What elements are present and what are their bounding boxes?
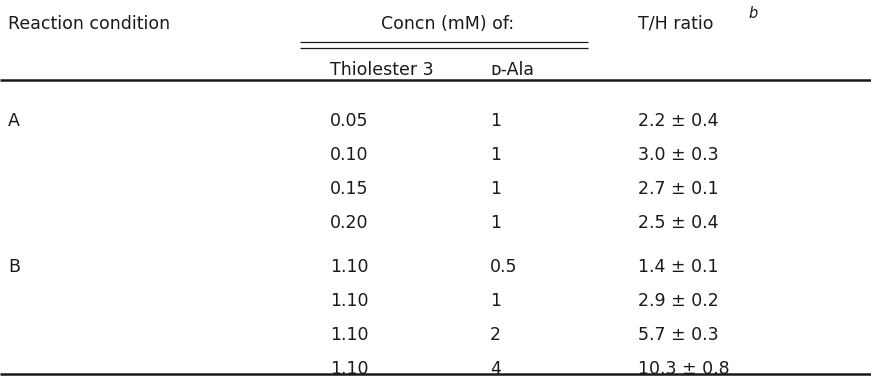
Text: T/H ratio: T/H ratio [638,15,713,33]
Text: 2.2 ± 0.4: 2.2 ± 0.4 [638,112,719,130]
Text: 1: 1 [490,180,501,198]
Text: 5.7 ± 0.3: 5.7 ± 0.3 [638,326,719,344]
Text: 1.10: 1.10 [330,292,368,310]
Text: 2.5 ± 0.4: 2.5 ± 0.4 [638,214,719,232]
Text: 0.20: 0.20 [330,214,368,232]
Text: 1.10: 1.10 [330,360,368,378]
Text: 2.7 ± 0.1: 2.7 ± 0.1 [638,180,719,198]
Text: 1.4 ± 0.1: 1.4 ± 0.1 [638,258,719,276]
Text: Concn (mM) of:: Concn (mM) of: [381,15,515,33]
Text: 10.3 ± 0.8: 10.3 ± 0.8 [638,360,730,378]
Text: 1: 1 [490,112,501,130]
Text: A: A [8,112,20,130]
Text: b: b [748,6,757,21]
Text: 1.10: 1.10 [330,258,368,276]
Text: 0.5: 0.5 [490,258,517,276]
Text: 3.0 ± 0.3: 3.0 ± 0.3 [638,146,719,164]
Text: 1: 1 [490,146,501,164]
Text: 0.05: 0.05 [330,112,368,130]
Text: 2: 2 [490,326,501,344]
Text: B: B [8,258,20,276]
Text: 0.15: 0.15 [330,180,368,198]
Text: 0.10: 0.10 [330,146,368,164]
Text: Thiolester 3: Thiolester 3 [330,61,434,79]
Text: 4: 4 [490,360,501,378]
Text: 1: 1 [490,214,501,232]
Text: Reaction condition: Reaction condition [8,15,170,33]
Text: 1.10: 1.10 [330,326,368,344]
Text: 1: 1 [490,292,501,310]
Text: ᴅ-Ala: ᴅ-Ala [490,61,534,79]
Text: 2.9 ± 0.2: 2.9 ± 0.2 [638,292,719,310]
